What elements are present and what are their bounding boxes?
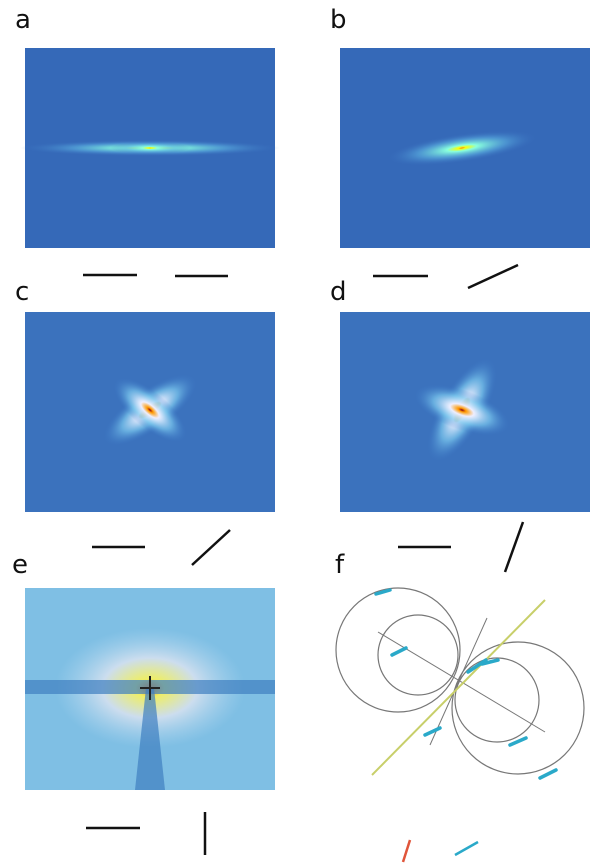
panel-label: a bbox=[15, 5, 31, 35]
pattern-image bbox=[20, 48, 280, 248]
pattern-image bbox=[25, 312, 275, 512]
panel-label: b bbox=[330, 5, 347, 35]
panel-label: c bbox=[15, 277, 29, 307]
pattern-image bbox=[340, 312, 590, 512]
panel-label: f bbox=[335, 550, 345, 580]
panel-label: d bbox=[330, 277, 347, 307]
geometry-diagram bbox=[336, 588, 584, 778]
pattern-image bbox=[25, 588, 275, 790]
figure: a b c d e f bbox=[0, 0, 598, 866]
panel-label: e bbox=[12, 550, 28, 580]
pattern-image bbox=[340, 48, 590, 248]
